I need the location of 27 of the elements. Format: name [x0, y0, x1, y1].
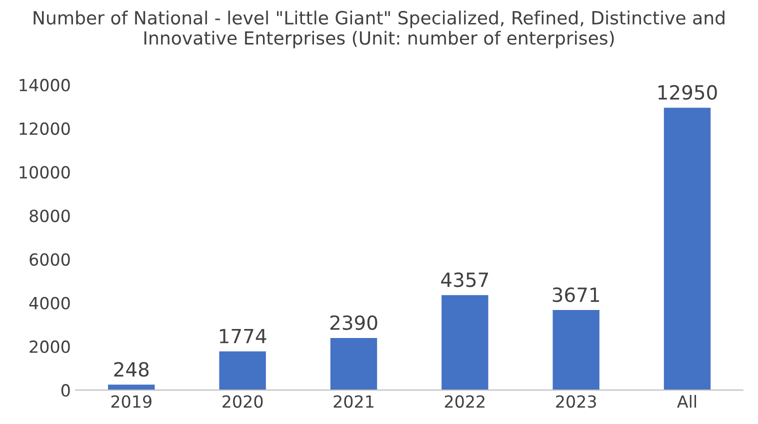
y-tick-label: 10000	[20, 166, 70, 179]
x-tick-label: 2020	[222, 395, 263, 408]
y-tick-label: 2000	[30, 340, 70, 354]
data-label: 4357	[441, 272, 488, 288]
x-tick-label: 2023	[556, 395, 596, 408]
bar	[219, 351, 266, 390]
bar	[552, 310, 600, 390]
y-tick-label: 12000	[20, 122, 70, 135]
bar	[442, 295, 488, 390]
data-label: 3671	[552, 287, 600, 302]
data-label: 2390	[330, 315, 378, 330]
bar	[664, 108, 711, 390]
data-label: 248	[114, 362, 149, 377]
y-tick-label: 14000	[20, 78, 70, 92]
y-tick-label: 8000	[30, 210, 70, 222]
data-label: 12950	[658, 85, 717, 100]
data-label: 1774	[220, 329, 266, 344]
x-tick-label: 2021	[334, 395, 374, 408]
y-tick-label: 6000	[30, 253, 70, 266]
bar	[330, 338, 378, 390]
x-tick-label: All	[677, 394, 696, 408]
y-tick-label: 0	[61, 384, 70, 397]
x-tick-label: 2022	[444, 395, 484, 408]
x-tick-label: 2019	[111, 395, 152, 408]
chart-title: Number of National - level "Little Giant" Specialized, Refined, Distinctive and Innovative Enterprises (Unit: number of enterprises)	[34, 10, 724, 48]
y-tick-label: 4000	[29, 296, 70, 310]
bar	[108, 384, 155, 390]
